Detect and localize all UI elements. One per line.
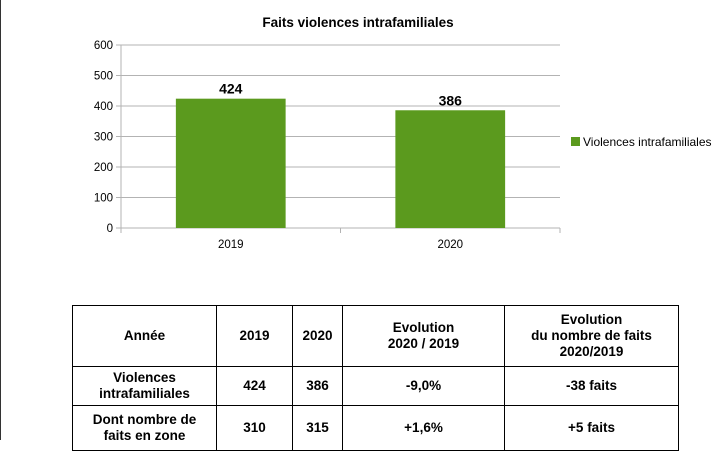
table-cell: Violences intrafamiliales <box>72 366 217 406</box>
x-tick-label: 2019 <box>218 239 244 251</box>
x-tick-label: 2020 <box>437 239 463 251</box>
table-cell: 386 <box>292 366 343 406</box>
y-tick-label: 400 <box>94 101 113 113</box>
legend: Violences intrafamiliales <box>571 135 712 149</box>
bar-chart: Faits violences intrafamiliales 0 100 200 3… <box>94 15 712 251</box>
y-tick-label: 300 <box>94 132 113 144</box>
table-row: Dont nombre de faits en zone 310 315 +1,… <box>72 405 679 451</box>
header-cell: 2020 <box>292 305 343 367</box>
table-cell: 310 <box>216 405 293 451</box>
y-tick-label: 200 <box>94 162 113 174</box>
bar <box>175 98 286 229</box>
legend-swatch <box>571 137 580 146</box>
chart-title: Faits violences intrafamiliales <box>262 15 453 30</box>
bar <box>395 110 506 228</box>
table-cell: -38 faits <box>504 366 679 406</box>
table-cell: +5 faits <box>504 405 679 451</box>
table-cell: 315 <box>292 405 343 451</box>
header-cell: Année <box>72 305 217 367</box>
y-tick-label: 0 <box>107 223 113 235</box>
table-cell: Dont nombre de faits en zone <box>72 405 217 451</box>
y-tick-label: 600 <box>94 40 113 52</box>
y-tick-label: 100 <box>94 193 113 205</box>
header-cell: 2019 <box>216 305 293 367</box>
y-tick-label: 500 <box>94 71 113 83</box>
header-cell: Evolution 2020 / 2019 <box>342 305 505 367</box>
legend-label: Violences intrafamiliales <box>583 135 712 149</box>
page-edge-border <box>0 0 1 440</box>
header-cell: Evolution du nombre de faits 2020/2019 <box>504 305 679 367</box>
table-cell: 424 <box>216 366 293 406</box>
data-label: 386 <box>439 92 463 108</box>
data-table: Année 2019 2020 Evolution 2020 / 2019 Ev… <box>72 305 679 451</box>
table-cell: -9,0% <box>342 366 505 406</box>
data-label: 424 <box>219 81 243 97</box>
table-row: Violences intrafamiliales 424 386 -9,0% … <box>72 366 679 406</box>
axes: 0 100 200 300 400 500 600 2019 2020 <box>94 40 561 251</box>
table-header-row: Année 2019 2020 Evolution 2020 / 2019 Ev… <box>72 305 679 367</box>
table-cell: +1,6% <box>342 405 505 451</box>
bars: 424 386 <box>175 81 506 229</box>
